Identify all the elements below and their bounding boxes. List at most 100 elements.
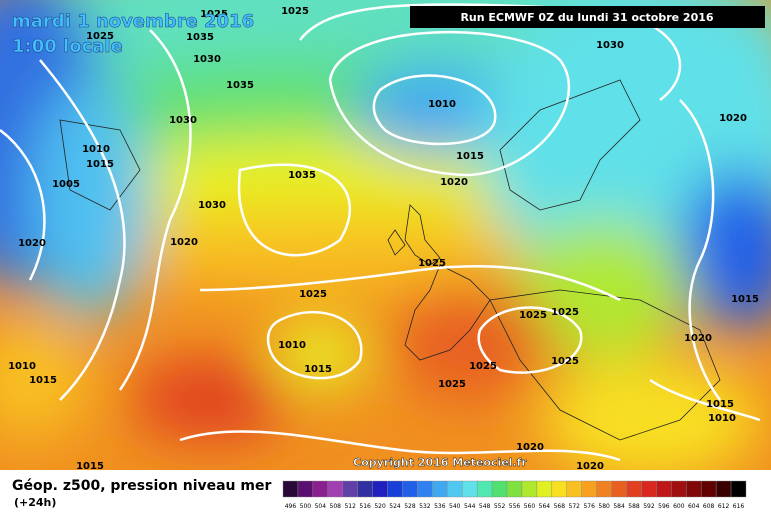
color-swatch bbox=[581, 480, 597, 498]
color-swatch bbox=[596, 480, 612, 498]
footer: Géop. z500, pression niveau mer (+24h) 4… bbox=[12, 478, 747, 510]
scale-label: 540 bbox=[449, 503, 461, 510]
color-swatch bbox=[491, 480, 508, 498]
isobar-label: 1025 bbox=[86, 31, 114, 42]
isobar-label: 1020 bbox=[18, 238, 46, 249]
color-swatch bbox=[372, 480, 388, 498]
color-swatch bbox=[656, 480, 672, 498]
scale-label: 544 bbox=[464, 503, 476, 510]
isobar-label: 1025 bbox=[551, 307, 579, 318]
scale-label: 584 bbox=[613, 503, 625, 510]
color-swatch bbox=[312, 480, 329, 498]
scale-label: 516 bbox=[359, 503, 371, 510]
isobar-label: 1030 bbox=[169, 115, 197, 126]
color-swatch bbox=[641, 480, 657, 498]
isobar-label: 1010 bbox=[708, 413, 736, 424]
isobar-label: 1020 bbox=[516, 442, 544, 453]
color-swatch bbox=[357, 480, 373, 498]
footer-title: Géop. z500, pression niveau mer bbox=[12, 478, 271, 494]
isobar-label: 1015 bbox=[304, 364, 332, 375]
isobar-label: 1030 bbox=[193, 54, 221, 65]
run-info: Run ECMWF 0Z du lundi 31 octobre 2016 bbox=[460, 11, 713, 24]
scale-label: 552 bbox=[494, 503, 506, 510]
color-swatch bbox=[536, 480, 553, 498]
color-swatch bbox=[551, 480, 567, 498]
scale-label: 504 bbox=[315, 503, 327, 510]
scale-label: 512 bbox=[344, 503, 356, 510]
date-title: mardi 1 novembre 2016 bbox=[12, 11, 254, 32]
scale-label: 532 bbox=[419, 503, 431, 510]
isobar-label: 1010 bbox=[82, 144, 110, 155]
isobar-label: 1005 bbox=[52, 179, 80, 190]
scale-label: 588 bbox=[628, 503, 640, 510]
color-swatch bbox=[671, 480, 687, 498]
color-swatch bbox=[566, 480, 582, 498]
scale-label: 496 bbox=[285, 503, 297, 510]
color-swatch bbox=[700, 480, 717, 498]
scale-label: 572 bbox=[569, 503, 581, 510]
color-swatch bbox=[686, 480, 702, 498]
isobar-label: 1020 bbox=[719, 113, 747, 124]
isobar-label: 1020 bbox=[170, 237, 198, 248]
isobar-label: 1025 bbox=[519, 310, 547, 321]
scale-label: 536 bbox=[434, 503, 446, 510]
scale-label: 580 bbox=[598, 503, 610, 510]
scale-label: 560 bbox=[524, 503, 536, 510]
scale-label: 508 bbox=[330, 503, 342, 510]
isobar-label: 1020 bbox=[576, 461, 604, 470]
color-swatch bbox=[432, 480, 448, 498]
copyright: Copyright 2016 Meteociel.fr bbox=[353, 456, 527, 469]
scale-label: 548 bbox=[479, 503, 491, 510]
scale-label: 608 bbox=[703, 503, 715, 510]
isobar-label: 1035 bbox=[226, 80, 254, 91]
color-swatch bbox=[476, 480, 493, 498]
isobar-label: 1025 bbox=[281, 6, 309, 17]
isobar-label: 1025 bbox=[200, 9, 228, 20]
scale-label: 556 bbox=[509, 503, 521, 510]
isobar-labels: 1025 1025 1025 1035 1030 1030 1035 1030 … bbox=[8, 6, 759, 470]
isobar-label: 1035 bbox=[186, 32, 214, 43]
color-swatch bbox=[611, 480, 627, 498]
isobar-label: 1010 bbox=[428, 99, 456, 110]
isobar-label: 1035 bbox=[288, 170, 316, 181]
color-swatch bbox=[297, 480, 314, 498]
isobars bbox=[0, 3, 761, 462]
color-swatch bbox=[506, 480, 523, 498]
field bbox=[0, 0, 771, 470]
color-swatch bbox=[282, 480, 299, 498]
scale-label: 528 bbox=[404, 503, 416, 510]
color-swatch bbox=[521, 480, 538, 498]
isobar-label: 1015 bbox=[456, 151, 484, 162]
scale-label: 524 bbox=[389, 503, 401, 510]
color-swatch bbox=[447, 480, 463, 498]
scale-label: 520 bbox=[374, 503, 386, 510]
color-swatch bbox=[402, 480, 418, 498]
isobar-label: 1015 bbox=[86, 159, 114, 170]
scale-label: 592 bbox=[643, 503, 655, 510]
isobar-label: 1025 bbox=[469, 361, 497, 372]
run-box bbox=[410, 6, 765, 28]
color-swatch bbox=[417, 480, 433, 498]
isobar-label: 1030 bbox=[198, 200, 226, 211]
color-swatch bbox=[327, 480, 343, 498]
color-swatch bbox=[387, 480, 403, 498]
isobar-label: 1025 bbox=[438, 379, 466, 390]
isobar-label: 1020 bbox=[684, 333, 712, 344]
isobar-label: 1015 bbox=[76, 461, 104, 470]
color-swatch bbox=[730, 480, 747, 498]
isobar-label: 1015 bbox=[29, 375, 57, 386]
scale-label: 576 bbox=[583, 503, 595, 510]
isobar-label: 1010 bbox=[8, 361, 36, 372]
scale-label: 600 bbox=[673, 503, 685, 510]
color-swatch bbox=[462, 480, 478, 498]
isobar-label: 1025 bbox=[418, 258, 446, 269]
isobar-label: 1030 bbox=[596, 40, 624, 51]
forecast-step: (+24h) bbox=[14, 496, 56, 509]
color-swatch bbox=[626, 480, 642, 498]
coastlines bbox=[59, 79, 721, 441]
isobar-label: 1020 bbox=[440, 177, 468, 188]
local-time: 1:00 locale bbox=[12, 36, 123, 57]
isobar-label: 1010 bbox=[278, 340, 306, 351]
scale-label: 564 bbox=[539, 503, 551, 510]
